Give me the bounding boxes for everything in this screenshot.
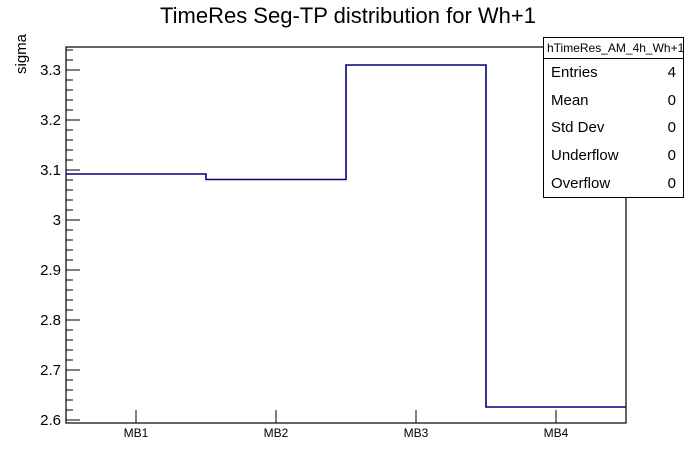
stats-row: Underflow 0 (544, 142, 683, 170)
stats-row-label: Std Dev (551, 119, 605, 137)
stats-row-label: Overflow (551, 174, 611, 192)
y-tick-label: 3.2 (40, 112, 61, 129)
stats-row: Entries 4 (544, 59, 683, 87)
stats-rows: Entries 4 Mean 0 Std Dev 0 Underflow 0 O… (544, 59, 683, 197)
x-tick-label: MB3 (404, 426, 429, 440)
y-tick-label: 3.3 (40, 62, 61, 79)
stats-row-value: 0 (667, 147, 676, 165)
stats-row-value: 4 (667, 64, 676, 82)
stats-row: Std Dev 0 (544, 114, 683, 142)
plot-frame (65, 46, 627, 424)
stats-row: Mean 0 (544, 87, 683, 115)
stats-row-label: Mean (551, 91, 589, 109)
x-tick-label: MB1 (124, 426, 149, 440)
y-tick-label: 2.6 (40, 412, 61, 429)
y-axis-title: sigma (13, 34, 30, 75)
stats-box: hTimeRes_AM_4h_Wh+1 Entries 4 Mean 0 Std… (543, 37, 684, 198)
stats-box-title: hTimeRes_AM_4h_Wh+1 (544, 38, 683, 59)
stats-row-value: 0 (667, 174, 676, 192)
stats-row-label: Underflow (551, 147, 619, 165)
stats-row-label: Entries (551, 64, 598, 82)
chart-title: TimeRes Seg-TP distribution for Wh+1 (160, 3, 536, 28)
y-tick-label: 3 (53, 212, 61, 229)
stats-row-value: 0 (667, 91, 676, 109)
y-tick-label: 2.9 (40, 262, 61, 279)
histogram-line (66, 64, 626, 408)
stats-row: Overflow 0 (544, 169, 683, 197)
y-tick-label: 3.1 (40, 162, 61, 179)
x-tick-label: MB4 (544, 426, 569, 440)
stats-row-value: 0 (667, 119, 676, 137)
x-tick-label: MB2 (264, 426, 289, 440)
y-tick-label: 2.7 (40, 362, 61, 379)
y-tick-label: 2.8 (40, 312, 61, 329)
